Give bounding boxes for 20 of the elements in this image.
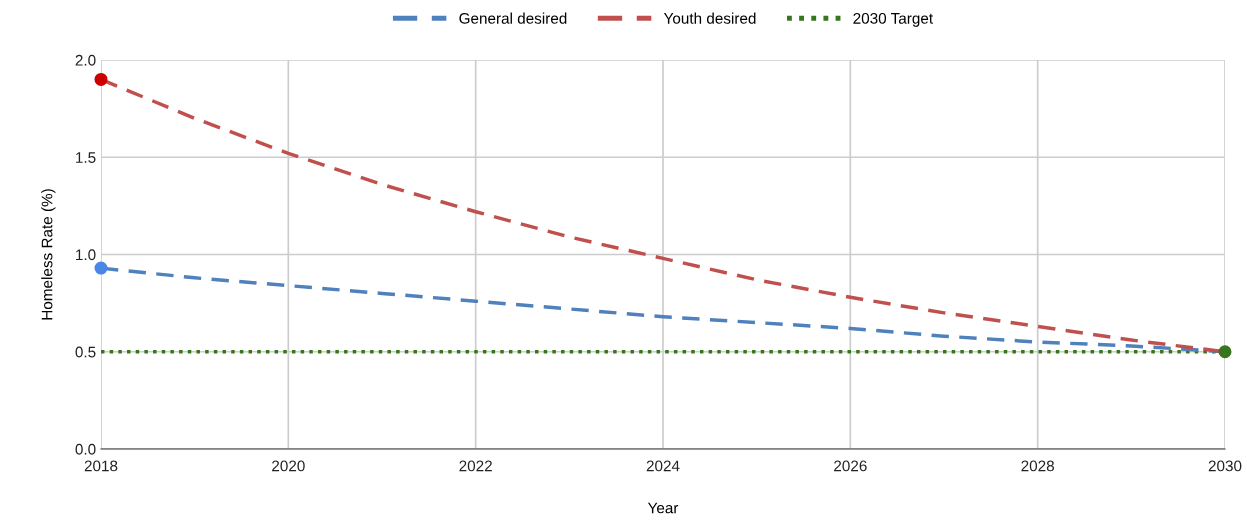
legend-label: 2030 Target bbox=[853, 12, 933, 27]
x-tick-label: 2022 bbox=[459, 460, 492, 472]
point bbox=[1218, 345, 1232, 359]
x-tick-label: 2030 bbox=[1208, 460, 1242, 472]
x-tick-label: 2024 bbox=[646, 460, 680, 472]
y-tick-label: 2.0 bbox=[75, 54, 96, 66]
x-tick-label: 2028 bbox=[1021, 460, 1054, 472]
legend-label: General desired bbox=[459, 12, 567, 24]
x-axis-title: Year bbox=[647, 502, 679, 514]
point bbox=[94, 261, 108, 275]
x-tick-label: 2018 bbox=[84, 460, 118, 472]
y-tick-label: 1.5 bbox=[76, 152, 96, 163]
legend-label: Youth desired bbox=[663, 12, 756, 24]
point bbox=[94, 72, 108, 86]
x-tick-label: 2026 bbox=[834, 460, 867, 472]
y-tick-label: 1.0 bbox=[76, 249, 96, 261]
x-tick-label: 2020 bbox=[272, 460, 305, 472]
y-tick-label: 0.0 bbox=[75, 443, 96, 455]
y-tick-label: 0.5 bbox=[75, 346, 96, 358]
y-axis-title: Homeless Rate (%) bbox=[41, 189, 56, 320]
